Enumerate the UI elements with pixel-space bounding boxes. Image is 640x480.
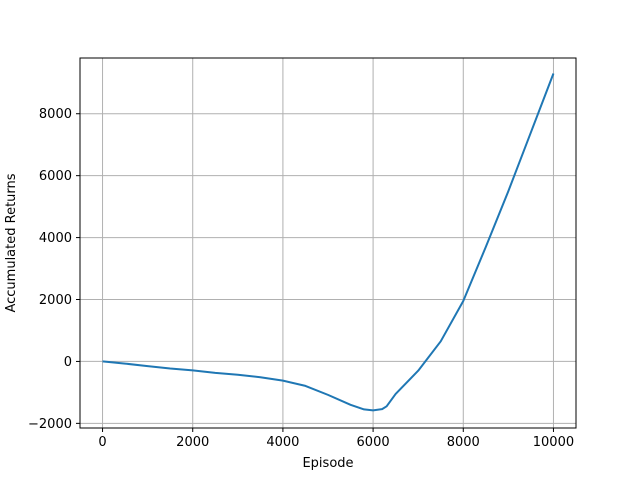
- y-tick-label: 2000: [39, 293, 72, 308]
- plot-frame: [79, 57, 577, 429]
- y-tick-label: 6000: [39, 169, 72, 184]
- y-tick-label: 0: [64, 355, 72, 370]
- grid: [80, 58, 576, 428]
- x-tick-label: 10000: [533, 435, 574, 450]
- y-axis-label: Accumulated Returns: [4, 173, 19, 312]
- x-axis: 0 2000 4000 6000 8000 10000: [98, 428, 574, 450]
- y-axis: −2000 0 2000 4000 6000 8000: [28, 107, 80, 432]
- y-tick-label: −2000: [28, 417, 72, 432]
- x-tick-label: 8000: [447, 435, 480, 450]
- series-line: [102, 73, 555, 412]
- series-group: [102, 73, 555, 412]
- x-tick-label: 4000: [266, 435, 299, 450]
- x-tick-label: 2000: [176, 435, 209, 450]
- x-tick-label: 6000: [357, 435, 390, 450]
- y-tick-label: 4000: [39, 231, 72, 246]
- x-tick-label: 0: [98, 435, 106, 450]
- y-tick-label: 8000: [39, 107, 72, 122]
- x-axis-label: Episode: [302, 456, 353, 471]
